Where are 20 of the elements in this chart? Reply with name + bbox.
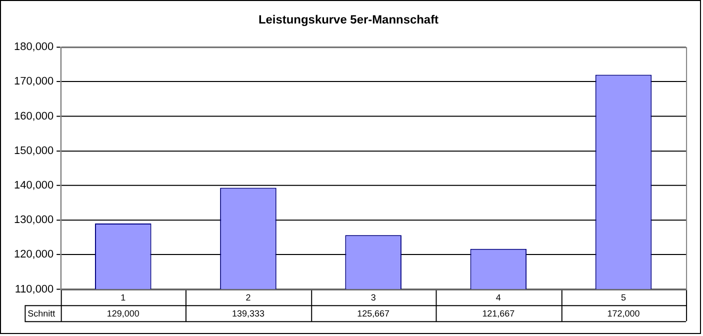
y-tick-label: 170,000 bbox=[14, 76, 54, 88]
text: Schnitt bbox=[28, 308, 56, 319]
x-tick-label: 5 bbox=[621, 292, 626, 303]
data-label: 172,000 bbox=[607, 308, 640, 319]
y-tick-label: 140,000 bbox=[14, 180, 54, 192]
x-tick-label: 3 bbox=[370, 292, 376, 303]
x-tick-label: 2 bbox=[246, 292, 251, 303]
y-tick-label: 110,000 bbox=[14, 283, 54, 296]
data-label: 139,333 bbox=[232, 308, 264, 319]
y-tick-label: 130,000 bbox=[14, 214, 54, 226]
y-tick-label: 120,000 bbox=[14, 248, 54, 261]
x-tick-label: 4 bbox=[496, 292, 501, 303]
y-tick-label: 180,000 bbox=[14, 41, 54, 54]
chart-title: Leistungskurve 5er-Mannschaft bbox=[258, 12, 439, 26]
y-tick-label: 150,000 bbox=[14, 144, 54, 157]
data-label: 121,667 bbox=[482, 308, 515, 319]
data-label: 129,000 bbox=[106, 308, 140, 319]
data-label: 125,667 bbox=[357, 308, 390, 319]
y-tick-label: 160,000 bbox=[14, 110, 54, 122]
x-tick-label: 1 bbox=[120, 292, 126, 303]
